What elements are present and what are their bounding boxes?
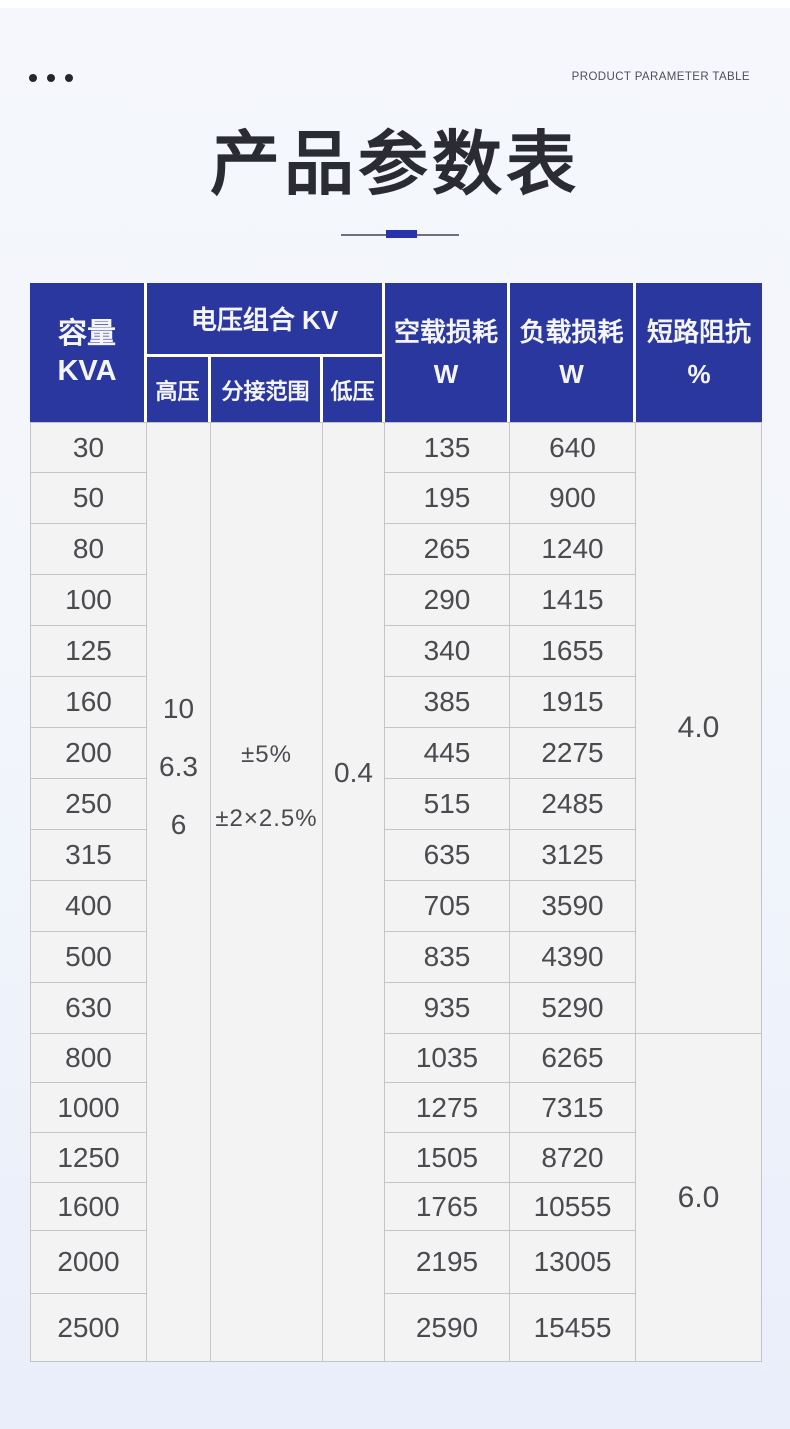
cell-capacity: 200: [30, 728, 147, 779]
cell-load-loss: 10555: [510, 1183, 636, 1231]
cell-no-load-loss: 1035: [385, 1034, 510, 1083]
cell-capacity: 1250: [30, 1133, 147, 1183]
header-no-load-loss-line: W: [433, 358, 459, 389]
cell-capacity: 50: [30, 473, 147, 524]
cell-impedance-group-1: 4.0: [636, 422, 762, 1034]
header-capacity-kva-line: KVA: [57, 354, 117, 387]
cell-capacity: 500: [30, 932, 147, 983]
dot-icon: [29, 74, 37, 82]
three-dots-icon: [29, 74, 73, 82]
cell-no-load-loss: 835: [385, 932, 510, 983]
cell-capacity: 315: [30, 830, 147, 881]
header-low-voltage: 低压: [323, 357, 385, 422]
cell-no-load-loss: 1275: [385, 1083, 510, 1133]
header-low-voltage-line: 低压: [330, 378, 375, 404]
cell-capacity: 125: [30, 626, 147, 677]
cell-load-loss: 640: [510, 422, 636, 473]
cell-high-voltage-merged: 10 6.3 6: [147, 422, 211, 1362]
cell-no-load-loss: 2590: [385, 1294, 510, 1362]
cell-load-loss: 3590: [510, 881, 636, 932]
dot-icon: [47, 74, 55, 82]
cell-capacity: 630: [30, 983, 147, 1034]
header-tap-range: 分接范围: [211, 357, 323, 422]
cell-capacity: 250: [30, 779, 147, 830]
cell-no-load-loss: 635: [385, 830, 510, 881]
cell-no-load-loss: 1765: [385, 1183, 510, 1231]
cell-capacity: 160: [30, 677, 147, 728]
header-high-voltage: 高压: [147, 357, 211, 422]
cell-load-loss: 5290: [510, 983, 636, 1034]
parameter-table: 容量 KVA 电压组合 KV 高压 分接范围 低压 空载损耗 W 负载损耗 W 短路阻抗% 30 135…: [30, 283, 762, 1362]
cell-capacity: 2500: [30, 1294, 147, 1362]
cell-load-loss: 4390: [510, 932, 636, 983]
cell-capacity: 30: [30, 422, 147, 473]
cell-low-voltage-merged: 0.4: [323, 422, 385, 1362]
header-load-loss-line: 负载损耗: [519, 316, 624, 347]
cell-load-loss: 6265: [510, 1034, 636, 1083]
cell-no-load-loss: 265: [385, 524, 510, 575]
cell-capacity: 400: [30, 881, 147, 932]
cell-capacity: 1600: [30, 1183, 147, 1231]
cell-high-voltage-merged-line: 10: [162, 693, 195, 724]
subtitle-english: PRODUCT PARAMETER TABLE: [571, 71, 750, 83]
cell-load-loss: 1240: [510, 524, 636, 575]
cell-tap-range-merged-line: ±5%: [241, 741, 292, 768]
cell-no-load-loss: 515: [385, 779, 510, 830]
header-tap-range-line: 分接范围: [221, 378, 310, 404]
cell-impedance-group-2: 6.0: [636, 1034, 762, 1362]
cell-capacity: 1000: [30, 1083, 147, 1133]
cell-capacity: 800: [30, 1034, 147, 1083]
cell-high-voltage-merged-line: 6: [170, 809, 187, 840]
cell-no-load-loss: 935: [385, 983, 510, 1034]
header-impedance-line: 短路阻抗: [646, 316, 751, 347]
cell-no-load-loss: 705: [385, 881, 510, 932]
cell-no-load-loss: 290: [385, 575, 510, 626]
cell-load-loss: 1655: [510, 626, 636, 677]
header-load-loss: 负载损耗 W: [510, 283, 636, 422]
cell-capacity: 100: [30, 575, 147, 626]
cell-load-loss: 3125: [510, 830, 636, 881]
top-white-strip: [0, 0, 790, 8]
cell-load-loss: 13005: [510, 1231, 636, 1294]
cell-load-loss: 8720: [510, 1133, 636, 1183]
cell-load-loss: 900: [510, 473, 636, 524]
cell-no-load-loss: 135: [385, 422, 510, 473]
cell-load-loss: 7315: [510, 1083, 636, 1133]
header-high-voltage-line: 高压: [155, 378, 200, 404]
header-capacity-kva-line: 容量: [57, 317, 116, 350]
header-impedance: 短路阻抗%: [636, 283, 762, 422]
header-load-loss-line: W: [559, 358, 584, 389]
header-voltage-group: 电压组合 KV: [147, 283, 385, 357]
cell-no-load-loss: 195: [385, 473, 510, 524]
cell-no-load-loss: 2195: [385, 1231, 510, 1294]
cell-load-loss: 2275: [510, 728, 636, 779]
cell-no-load-loss: 1505: [385, 1133, 510, 1183]
cell-no-load-loss: 445: [385, 728, 510, 779]
header-no-load-loss-line: 空载损耗: [393, 316, 498, 347]
cell-no-load-loss: 385: [385, 677, 510, 728]
cell-load-loss: 1415: [510, 575, 636, 626]
header-impedance-line: %: [687, 358, 711, 389]
cell-load-loss: 1915: [510, 677, 636, 728]
page-title: 产品参数表: [210, 125, 580, 203]
cell-load-loss: 2485: [510, 779, 636, 830]
divider-accent-square: [386, 230, 417, 238]
cell-high-voltage-merged-line: 6.3: [159, 751, 198, 782]
cell-load-loss: 15455: [510, 1294, 636, 1362]
header-no-load-loss: 空载损耗 W: [385, 283, 510, 422]
cell-tap-range-merged: ±5% ±2×2.5%: [211, 422, 323, 1362]
cell-tap-range-merged-line: ±2×2.5%: [215, 805, 318, 832]
cell-capacity: 80: [30, 524, 147, 575]
dot-icon: [65, 74, 73, 82]
cell-no-load-loss: 340: [385, 626, 510, 677]
header-capacity-kva: 容量 KVA: [30, 283, 147, 422]
title-divider: [0, 230, 790, 239]
cell-capacity: 2000: [30, 1231, 147, 1294]
header-voltage-group-line: 电压组合 KV: [190, 305, 339, 335]
